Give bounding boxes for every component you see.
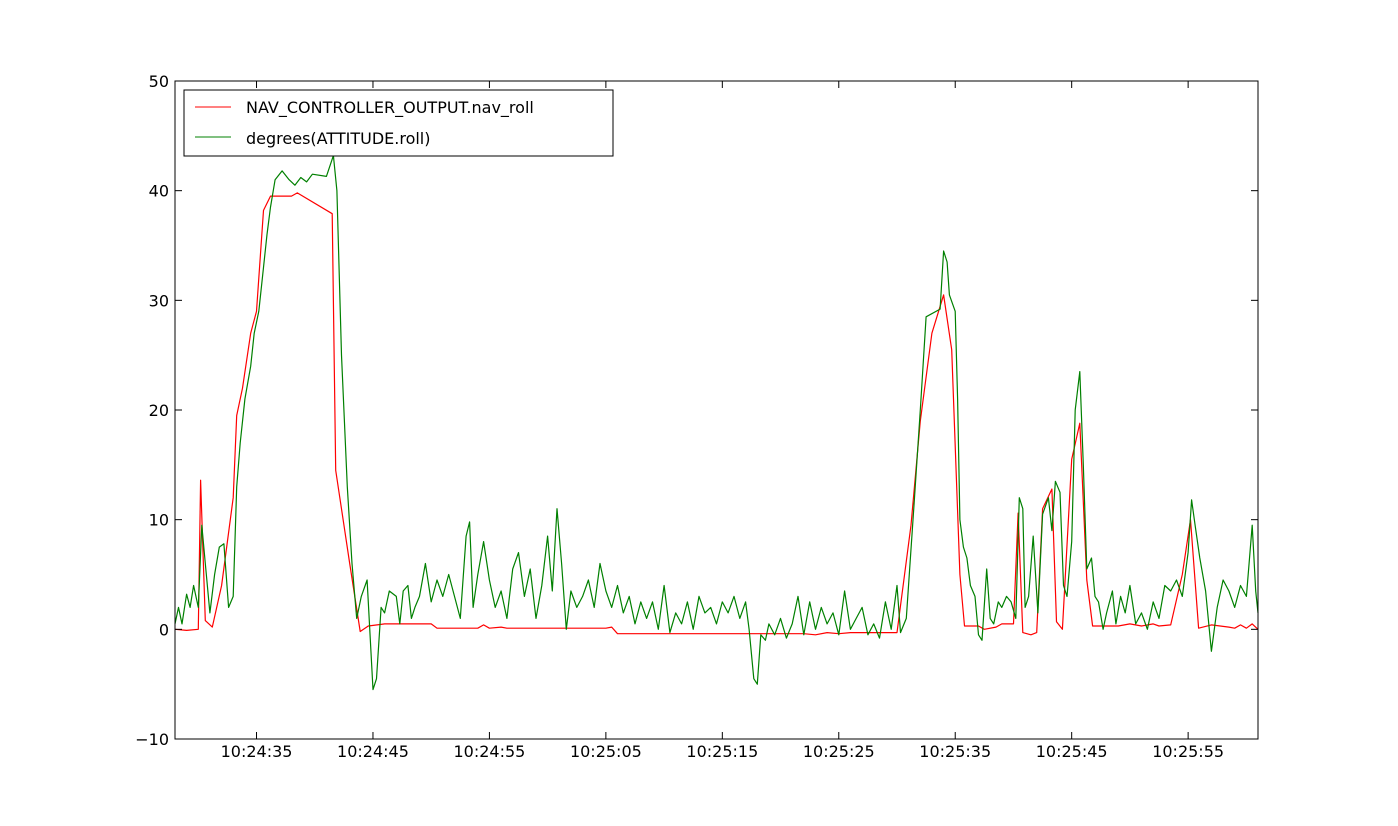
x-tick-label: 10:25:15 [686, 742, 758, 761]
x-tick-label: 10:25:35 [919, 742, 991, 761]
x-tick-label: 10:25:25 [803, 742, 875, 761]
series-layer [174, 155, 1259, 691]
y-axis: −10 0 10 20 30 40 50 [135, 72, 1258, 749]
x-tick-label: 10:24:55 [453, 742, 525, 761]
x-axis: 10:24:35 10:24:45 10:24:55 10:25:05 10:25:15… [221, 81, 1224, 761]
series-line-1 [174, 155, 1259, 691]
y-tick-label: 40 [149, 182, 169, 201]
y-tick-label: 50 [149, 72, 169, 91]
legend: NAV_CONTROLLER_OUTPUT.nav_roll degrees(A… [183, 89, 614, 157]
x-tick-label: 10:24:35 [221, 742, 293, 761]
legend-label-nav-roll: NAV_CONTROLLER_OUTPUT.nav_roll [246, 98, 534, 118]
y-tick-label: 30 [149, 291, 169, 310]
x-tick-label: 10:25:05 [570, 742, 642, 761]
y-tick-label: −10 [135, 730, 169, 749]
legend-label-attitude-roll: degrees(ATTITUDE.roll) [246, 129, 430, 148]
x-tick-label: 10:24:45 [337, 742, 409, 761]
y-tick-label: 20 [149, 401, 169, 420]
y-tick-label: 10 [149, 511, 169, 530]
y-tick-label: 0 [159, 620, 169, 639]
x-tick-label: 10:25:45 [1036, 742, 1108, 761]
x-tick-label: 10:25:55 [1152, 742, 1224, 761]
legend-box [183, 89, 614, 157]
